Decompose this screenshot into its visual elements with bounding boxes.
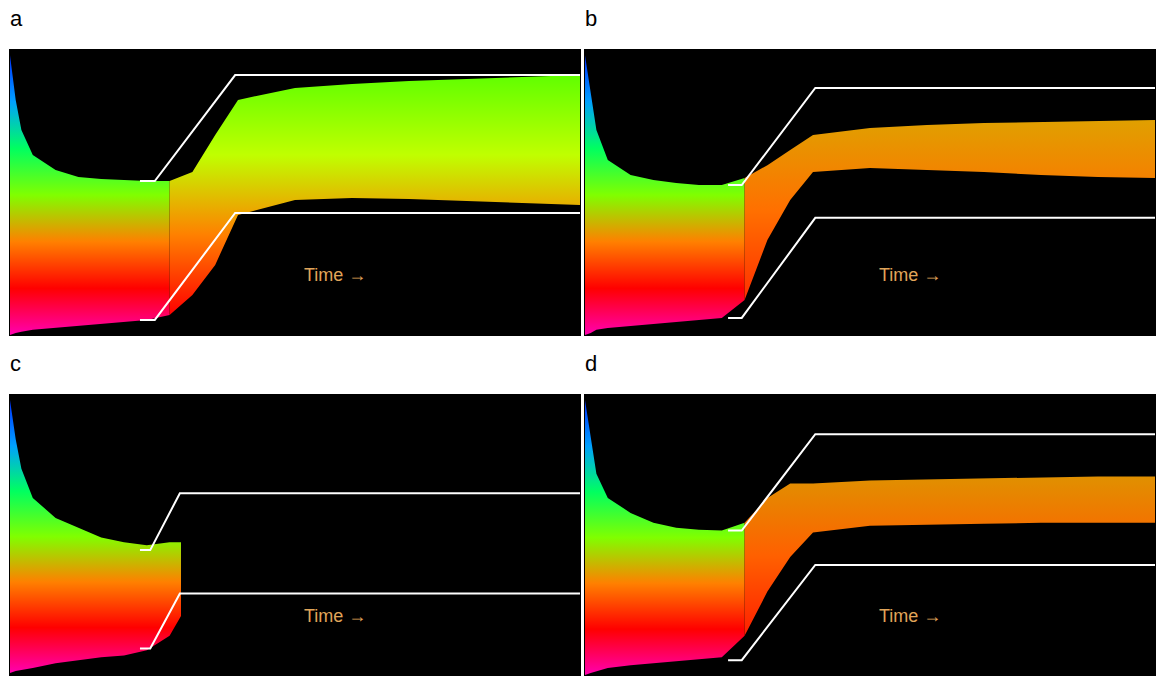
svg-text:a: a (10, 6, 23, 31)
svg-text:b: b (585, 6, 597, 31)
svg-text:c: c (10, 351, 21, 376)
svg-text:Time →: Time → (304, 606, 366, 626)
svg-text:Time →: Time → (879, 606, 941, 626)
svg-text:d: d (585, 351, 597, 376)
svg-text:Time →: Time → (879, 265, 941, 285)
svg-text:Time →: Time → (304, 265, 366, 285)
